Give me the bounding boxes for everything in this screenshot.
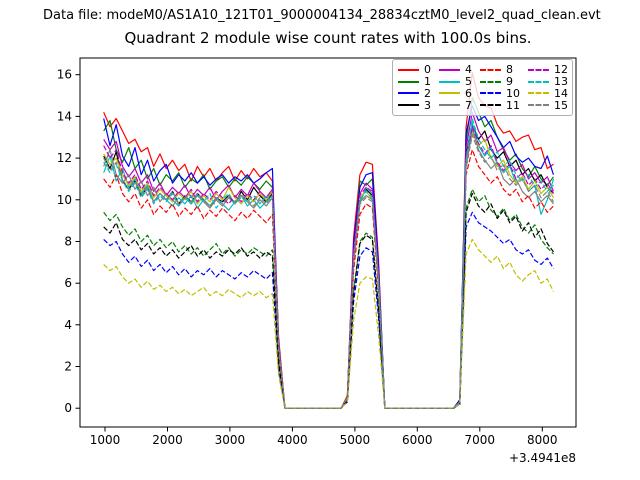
y-tick-label: 8 <box>64 235 72 249</box>
legend-label-9: 9 <box>506 75 513 89</box>
legend-entry-14: 14 <box>528 88 568 100</box>
legend-label-4: 4 <box>465 63 472 77</box>
legend-line-sample-11 <box>480 104 501 107</box>
legend-entry-1: 1 <box>398 76 431 88</box>
legend-label-2: 2 <box>424 86 431 100</box>
legend: 0 1 2 3 4 5 6 7 8 9 10 11 12 13 14 15 <box>392 59 573 116</box>
legend-line-sample-15 <box>528 104 549 107</box>
series-line-7 <box>103 128 554 409</box>
legend-entry-8: 8 <box>480 64 520 76</box>
legend-entry-12: 12 <box>528 64 568 76</box>
legend-label-10: 10 <box>506 86 520 100</box>
series-line-15 <box>103 134 555 409</box>
series-line-3 <box>103 124 554 409</box>
legend-label-1: 1 <box>424 75 431 89</box>
legend-line-sample-8 <box>480 68 501 71</box>
legend-label-6: 6 <box>465 86 472 100</box>
legend-entry-3: 3 <box>398 99 431 111</box>
y-tick-label: 0 <box>64 401 72 415</box>
y-tick-label: 4 <box>64 318 72 332</box>
legend-entry-0: 0 <box>398 64 431 76</box>
legend-label-12: 12 <box>554 63 568 77</box>
legend-entry-7: 7 <box>439 99 472 111</box>
series-line-0 <box>103 71 554 409</box>
x-tick-label: 2000 <box>152 433 183 447</box>
x-tick-label: 7000 <box>465 433 496 447</box>
legend-line-sample-12 <box>528 68 549 71</box>
x-tick-label: 4000 <box>277 433 308 447</box>
legend-entry-6: 6 <box>439 88 472 100</box>
x-axis-offset-label: +3.4941e8 <box>508 451 576 465</box>
legend-line-sample-2 <box>398 92 419 95</box>
legend-label-5: 5 <box>465 75 472 89</box>
legend-label-8: 8 <box>506 63 513 77</box>
legend-line-sample-10 <box>480 92 501 95</box>
legend-line-sample-13 <box>528 80 549 83</box>
legend-entry-4: 4 <box>439 64 472 76</box>
legend-entry-2: 2 <box>398 88 431 100</box>
legend-line-sample-0 <box>398 68 419 71</box>
legend-entries: 0 1 2 3 4 5 6 7 8 9 10 11 12 13 14 15 <box>398 64 568 111</box>
legend-line-sample-7 <box>439 104 460 107</box>
legend-line-sample-14 <box>528 92 549 95</box>
series-line-10 <box>103 211 555 409</box>
legend-entry-10: 10 <box>480 88 520 100</box>
y-tick-label: 16 <box>57 68 72 82</box>
legend-line-sample-4 <box>439 68 460 71</box>
legend-label-0: 0 <box>424 63 431 77</box>
series-line-12 <box>103 126 555 409</box>
legend-entry-15: 15 <box>528 99 568 111</box>
legend-label-15: 15 <box>554 98 568 112</box>
legend-line-sample-5 <box>439 80 460 83</box>
series-line-6 <box>103 132 555 409</box>
x-tick-label: 1000 <box>90 433 121 447</box>
legend-label-3: 3 <box>424 98 431 112</box>
series-line-4 <box>103 111 555 409</box>
legend-line-sample-9 <box>480 80 501 83</box>
legend-label-7: 7 <box>465 98 472 112</box>
y-tick-label: 2 <box>64 360 72 374</box>
series-line-9 <box>103 188 554 409</box>
x-tick-label: 8000 <box>527 433 558 447</box>
y-tick-label: 6 <box>64 276 72 290</box>
series-line-11 <box>103 192 554 409</box>
legend-label-14: 14 <box>554 86 568 100</box>
legend-line-sample-3 <box>398 104 419 107</box>
legend-entry-11: 11 <box>480 99 520 111</box>
y-tick-label: 14 <box>57 109 72 123</box>
y-tick-label: 10 <box>57 193 72 207</box>
y-tick-label: 12 <box>57 151 72 165</box>
x-tick-label: 3000 <box>215 433 246 447</box>
legend-entry-5: 5 <box>439 76 472 88</box>
legend-line-sample-6 <box>439 92 460 95</box>
page-title: Quadrant 2 module wise count rates with … <box>124 29 532 47</box>
legend-label-13: 13 <box>554 75 568 89</box>
legend-line-sample-1 <box>398 80 419 83</box>
axes-frame <box>79 57 577 428</box>
x-tick-label: 6000 <box>402 433 433 447</box>
legend-label-11: 11 <box>506 98 520 112</box>
series-line-5 <box>103 121 555 409</box>
legend-entry-13: 13 <box>528 76 568 88</box>
x-tick-label: 5000 <box>340 433 371 447</box>
series-line-14 <box>103 238 555 409</box>
data-file-label: Data file: modeM0/AS1A10_121T01_90000041… <box>43 8 601 23</box>
legend-entry-9: 9 <box>480 76 520 88</box>
